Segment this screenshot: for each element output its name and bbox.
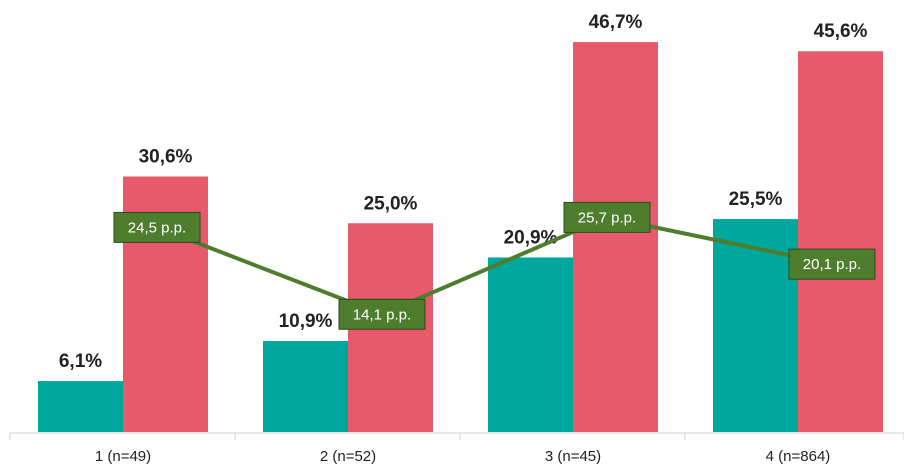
gap-label-3: 25,7 p.p. xyxy=(578,209,636,226)
gap-label-box-2 xyxy=(338,298,426,330)
bar-series1-cat4 xyxy=(713,219,798,432)
gap-label-box-1 xyxy=(113,211,201,243)
bar-series1-cat2 xyxy=(263,340,348,432)
bar-label-series1-cat4: 25,5% xyxy=(729,189,783,210)
gap-label-4: 20,1 p.p. xyxy=(803,256,861,273)
gap-line xyxy=(156,215,833,317)
bar-label-series1-cat3: 20,9% xyxy=(504,227,558,248)
bar-label-series1-cat2: 10,9% xyxy=(279,311,333,332)
bar-series1-cat3 xyxy=(488,257,573,432)
gap-label-box-3 xyxy=(563,201,651,233)
x-ticks-group: 1 (n=49) 2 (n=52) 3 (n=45) 4 (n=864) xyxy=(9,433,904,465)
bar-label-series1-cat1: 6,1% xyxy=(59,351,102,372)
bar-label-series2-cat3: 46,7% xyxy=(589,12,643,33)
gap-label-box-4 xyxy=(788,248,876,280)
bar-series2-cat3 xyxy=(573,42,658,433)
bar-label-series2-cat4: 45,6% xyxy=(814,21,868,42)
bar-labels-group: 6,1% 30,6% 10,9% 25,0% 20,9% 46,7% 25,5% 45,6% xyxy=(59,12,868,372)
x-tick-label-4: 4 (n=864) xyxy=(766,448,831,465)
x-tick-label-3: 3 (n=45) xyxy=(545,448,601,465)
x-tick-label-1: 1 (n=49) xyxy=(95,448,151,465)
bar-label-series2-cat1: 30,6% xyxy=(139,146,193,167)
gap-label-1: 24,5 p.p. xyxy=(128,219,186,236)
gap-line-group: 24,5 p.p. 14,1 p.p. 25,7 p.p. 20,1 p.p. xyxy=(113,201,876,330)
bar-label-series2-cat2: 25,0% xyxy=(364,193,418,214)
gap-label-2: 14,1 p.p. xyxy=(353,306,411,323)
bar-series2-cat4 xyxy=(798,51,883,433)
x-tick-label-2: 2 (n=52) xyxy=(320,448,376,465)
bar-series1-cat1 xyxy=(38,381,123,432)
